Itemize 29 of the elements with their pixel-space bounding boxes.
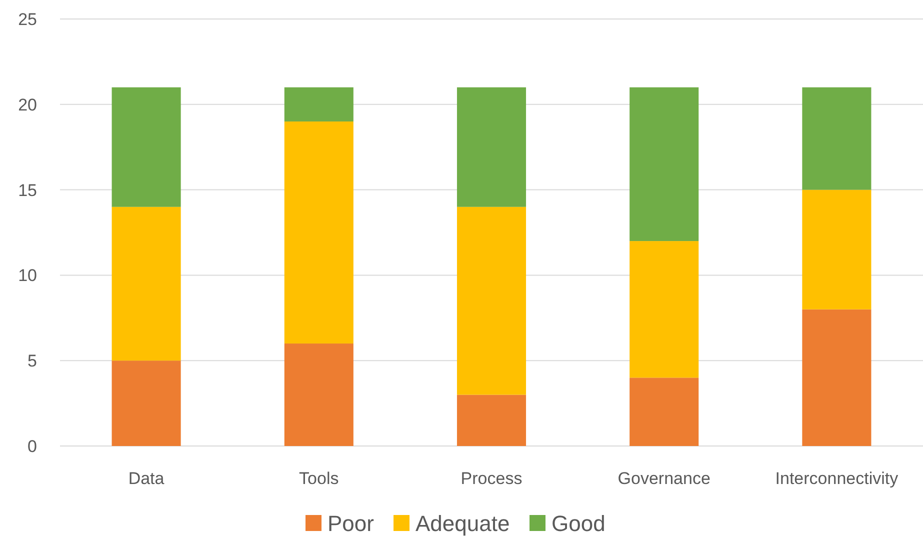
y-tick-label: 20 [18,95,37,114]
x-tick-label: Process [460,469,522,488]
y-tick-label: 5 [28,352,37,371]
bar [456,87,526,207]
bar [630,378,699,446]
bar [284,344,354,446]
bar [630,241,699,378]
bar [112,206,181,361]
bar [802,87,872,190]
x-tick-label: Governance [618,469,710,488]
x-tick-label: Interconnectivity [775,469,899,488]
bar [284,87,354,122]
bar [284,121,354,344]
bar [456,394,526,446]
y-tick-label: 15 [18,180,37,200]
bar [456,206,526,395]
y-tick-label: 0 [28,436,37,456]
legend-label: Adequate [416,511,510,536]
bar [802,309,872,446]
legend-label: Good [552,511,606,536]
x-tick-label: Tools [299,469,339,488]
y-tick-label: 10 [18,266,37,286]
bar [112,360,181,446]
bar [112,87,181,207]
x-tick-label: Data [128,469,165,488]
legend-label: Poor [328,511,374,536]
y-tick-label: 25 [18,10,37,29]
bar [630,87,699,242]
bar [802,190,872,310]
